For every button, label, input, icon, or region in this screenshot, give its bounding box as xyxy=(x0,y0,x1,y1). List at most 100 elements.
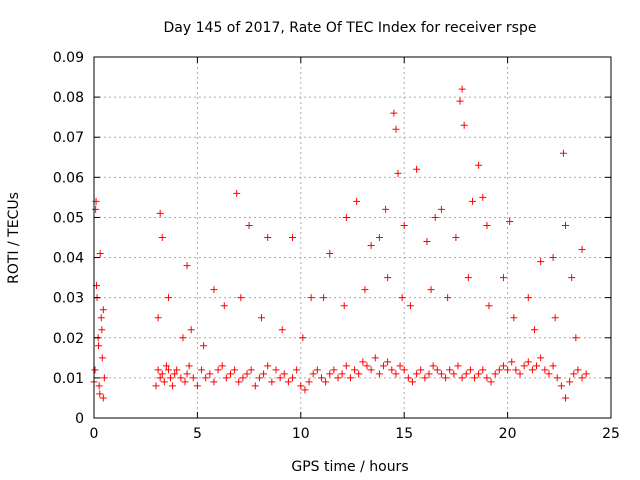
data-point xyxy=(442,374,450,382)
data-point xyxy=(549,362,557,370)
data-point xyxy=(154,366,162,374)
data-point xyxy=(177,374,185,382)
data-point xyxy=(479,366,487,374)
x-axis-ticks: 0 5 10 15 20 25 xyxy=(90,57,620,442)
data-point xyxy=(179,334,187,342)
data-point xyxy=(198,366,206,374)
data-point xyxy=(485,302,493,310)
data-point xyxy=(553,374,561,382)
data-point xyxy=(384,358,392,366)
data-point xyxy=(206,370,214,378)
data-point xyxy=(458,85,466,93)
data-point xyxy=(326,250,334,258)
data-point xyxy=(460,121,468,129)
data-point xyxy=(297,382,305,390)
y-axis-ticks: 0 0.01 0.02 0.03 0.04 0.05 0.06 0.07 0.08 0.09 xyxy=(53,50,611,427)
data-point xyxy=(466,366,474,374)
data-point xyxy=(289,234,297,241)
data-point xyxy=(574,366,582,374)
data-point xyxy=(95,382,103,390)
data-point xyxy=(371,354,379,362)
data-point xyxy=(483,374,491,382)
data-point xyxy=(413,165,421,173)
data-point xyxy=(400,221,408,229)
x-tick-label: 10 xyxy=(292,426,310,442)
data-point xyxy=(202,374,210,382)
data-point xyxy=(239,374,247,382)
data-point xyxy=(268,378,276,386)
data-point xyxy=(183,370,191,378)
data-point xyxy=(545,370,553,378)
data-point xyxy=(96,250,104,258)
data-point xyxy=(566,378,574,386)
data-point xyxy=(160,378,168,386)
data-point xyxy=(406,302,414,310)
data-point xyxy=(169,382,177,390)
data-point xyxy=(454,362,462,370)
data-point xyxy=(491,370,499,378)
data-point xyxy=(258,314,266,322)
data-point xyxy=(313,366,321,374)
y-tick-label: 0.08 xyxy=(53,90,84,106)
data-point xyxy=(98,354,106,362)
data-point xyxy=(340,302,348,310)
data-point xyxy=(251,382,259,390)
data-point xyxy=(533,362,541,370)
plot-frame xyxy=(93,56,612,419)
data-point xyxy=(284,378,292,386)
data-point xyxy=(495,366,503,374)
chart-title: Day 145 of 2017, Rate Of TEC Index for r… xyxy=(164,20,537,36)
data-point xyxy=(158,234,166,241)
data-point xyxy=(260,370,268,378)
data-point xyxy=(562,221,570,229)
data-point xyxy=(99,306,107,314)
data-point xyxy=(247,366,255,374)
data-point xyxy=(361,286,369,294)
data-point xyxy=(96,390,104,398)
data-point xyxy=(537,354,545,362)
data-point xyxy=(92,205,100,213)
data-point xyxy=(510,314,518,322)
data-point xyxy=(537,258,545,266)
data-point xyxy=(334,374,342,382)
data-point xyxy=(582,370,590,378)
data-point xyxy=(317,374,325,382)
data-point xyxy=(471,374,479,382)
data-point xyxy=(326,370,334,378)
data-point xyxy=(363,362,371,370)
data-point xyxy=(237,294,245,302)
data-point xyxy=(398,294,406,302)
y-tick-label: 0.09 xyxy=(53,50,84,66)
data-point xyxy=(394,169,402,177)
data-point xyxy=(382,205,390,213)
data-point xyxy=(408,378,416,386)
data-point xyxy=(508,358,516,366)
data-point xyxy=(353,197,361,205)
data-point xyxy=(280,370,288,378)
data-point xyxy=(97,314,105,322)
data-point xyxy=(551,314,559,322)
data-point xyxy=(520,362,528,370)
data-point xyxy=(193,382,201,390)
y-tick-label: 0.01 xyxy=(53,371,84,387)
data-point xyxy=(524,358,532,366)
data-point xyxy=(289,374,297,382)
data-point xyxy=(293,366,301,374)
data-point xyxy=(98,326,106,334)
data-point xyxy=(499,362,507,370)
data-point xyxy=(367,242,375,250)
data-point xyxy=(427,286,435,294)
x-tick-label: 20 xyxy=(499,426,517,442)
data-point xyxy=(200,342,208,350)
data-point xyxy=(437,370,445,378)
data-point xyxy=(572,334,580,342)
data-point xyxy=(557,382,565,390)
data-point xyxy=(233,189,241,197)
data-point xyxy=(305,378,313,386)
data-point xyxy=(423,238,431,246)
data-point xyxy=(524,294,532,302)
data-point xyxy=(218,362,226,370)
data-point xyxy=(475,161,483,169)
data-point xyxy=(173,366,181,374)
data-point xyxy=(578,374,586,382)
